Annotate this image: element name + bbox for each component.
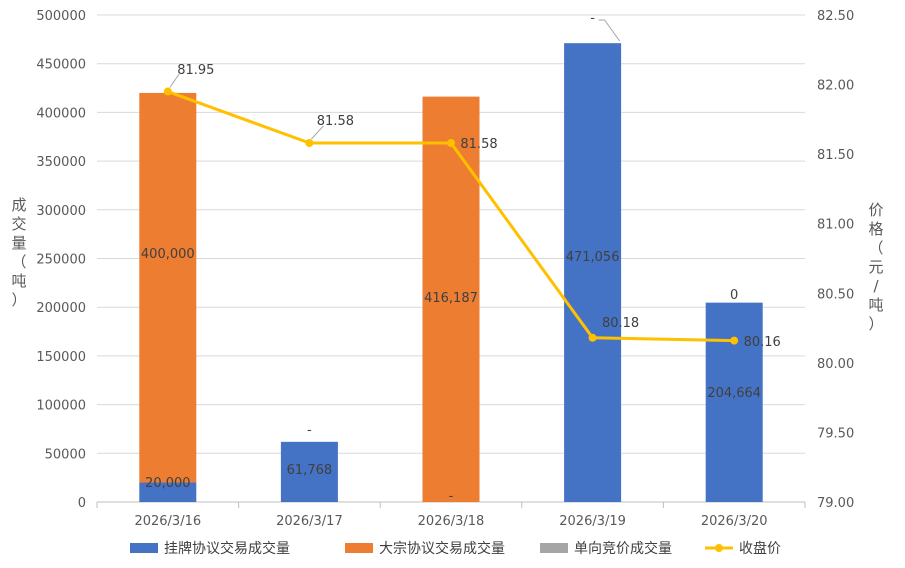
y-left-tick-label: 250000 — [36, 253, 86, 268]
price-point — [163, 87, 172, 96]
bar-大宗协议交易成交量 — [422, 96, 480, 503]
y-left-tick-label: 450000 — [36, 58, 86, 73]
y-right-tick-label: 80.00 — [817, 357, 854, 372]
price-point — [588, 333, 597, 342]
legend-marker — [715, 544, 723, 552]
legend-label: 收盘价 — [739, 540, 781, 557]
legend-label: 挂牌协议交易成交量 — [164, 540, 290, 557]
bar-data-label: - — [590, 11, 595, 26]
bar-挂牌协议交易成交量 — [705, 302, 763, 502]
line-data-label: 81.95 — [177, 63, 214, 78]
bar-data-label: 0 — [730, 288, 738, 303]
line-data-label: 81.58 — [460, 137, 497, 152]
y-right-axis-title: 价格（元/吨） — [868, 201, 883, 333]
bar-挂牌协议交易成交量 — [139, 482, 197, 502]
line-data-label: 80.16 — [744, 335, 781, 350]
x-tick-label: 2026/3/17 — [276, 514, 343, 529]
x-tick-label: 2026/3/19 — [559, 514, 626, 529]
legend-swatch — [345, 543, 373, 553]
bar-大宗协议交易成交量 — [139, 92, 197, 483]
y-right-tick-label: 81.00 — [817, 218, 854, 233]
y-left-tick-label: 300000 — [36, 204, 86, 219]
price-point — [447, 139, 455, 148]
y-left-tick-label: 350000 — [36, 155, 86, 170]
y-left-tick-label: 400000 — [36, 106, 86, 121]
y-left-tick-label: 200000 — [36, 301, 86, 316]
bar-data-label: 204,664 — [707, 386, 761, 401]
price-point — [305, 139, 314, 148]
x-tick-label: 2026/3/16 — [134, 514, 201, 529]
bar-data-label: 400,000 — [141, 247, 195, 262]
bar-挂牌协议交易成交量 — [280, 441, 338, 502]
y-left-tick-label: 150000 — [36, 350, 86, 365]
y-right-tick-label: 79.00 — [817, 496, 854, 511]
bar-data-label: 61,768 — [287, 463, 333, 478]
line-data-label: 80.18 — [602, 316, 639, 331]
y-right-tick-label: 80.50 — [817, 287, 854, 302]
legend-swatch — [130, 543, 158, 553]
bar-data-label: 416,187 — [424, 291, 478, 306]
bar-挂牌协议交易成交量 — [564, 43, 622, 502]
legend-swatch — [540, 543, 568, 553]
x-tick-label: 2026/3/18 — [418, 514, 485, 529]
bar-data-label: 20,000 — [145, 476, 191, 491]
y-left-tick-label: 0 — [78, 496, 86, 511]
bar-data-label: 471,056 — [566, 250, 620, 265]
label-leader-line — [598, 19, 621, 42]
y-right-tick-label: 81.50 — [817, 148, 854, 163]
y-right-tick-label: 82.50 — [817, 9, 854, 24]
label-leader-line — [311, 125, 324, 140]
x-tick-label: 2026/3/20 — [701, 514, 768, 529]
legend-label: 大宗协议交易成交量 — [379, 540, 505, 557]
y-left-tick-label: 500000 — [36, 9, 86, 24]
y-right-tick-label: 79.50 — [817, 426, 854, 441]
price-point — [730, 336, 739, 345]
bar-data-label: - — [307, 423, 312, 438]
y-right-tick-label: 82.00 — [817, 79, 854, 94]
label-leader-line — [169, 72, 181, 88]
y-left-tick-label: 100000 — [36, 399, 86, 414]
legend-label: 单向竞价成交量 — [574, 540, 672, 557]
y-left-axis-title: 成交量（吨） — [11, 196, 26, 309]
bar-data-label: - — [449, 489, 454, 504]
line-data-label: 81.58 — [317, 114, 354, 129]
y-left-tick-label: 50000 — [45, 447, 86, 462]
